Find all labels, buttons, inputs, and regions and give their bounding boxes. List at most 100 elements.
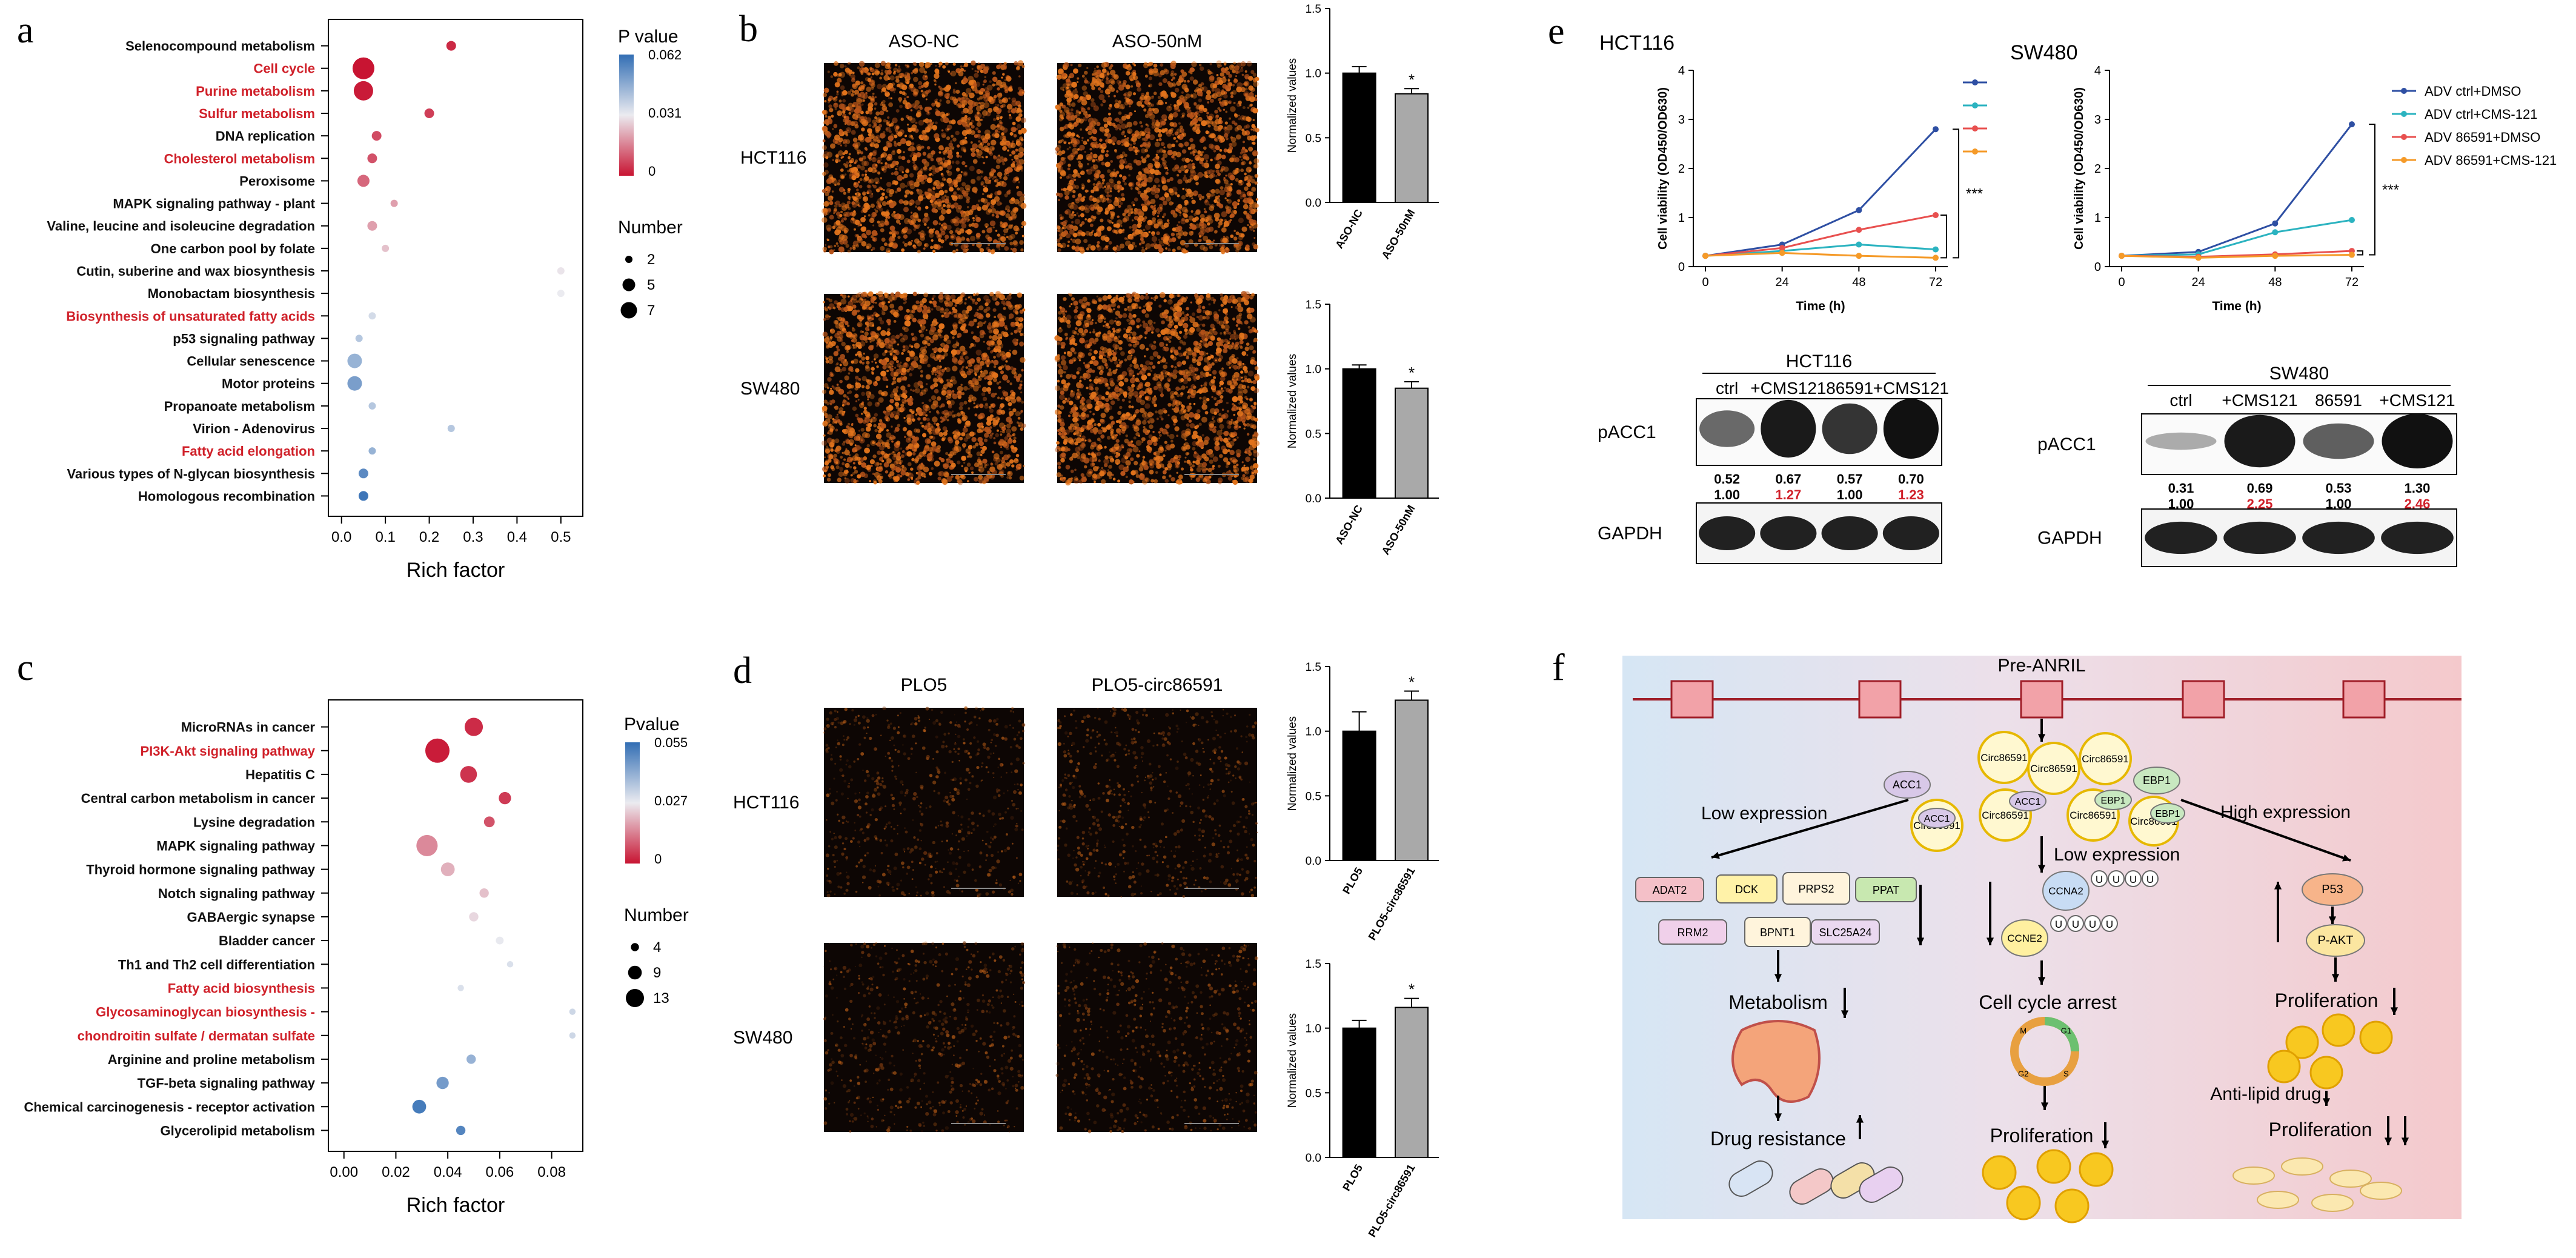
fluorescent-spot	[1023, 465, 1025, 467]
fluorescent-spot	[1159, 197, 1162, 201]
fluorescent-spot	[1084, 79, 1088, 84]
fluorescent-spot	[1124, 135, 1126, 138]
fluorescent-spot	[932, 220, 938, 225]
fluorescent-spot	[857, 225, 860, 227]
fluorescent-spot	[888, 237, 894, 242]
fluorescent-spot	[865, 110, 869, 115]
fluorescent-spot	[898, 83, 905, 90]
fluorescent-spot	[931, 395, 937, 401]
fluorescent-spot	[998, 120, 1002, 124]
fluorescent-spot	[894, 170, 899, 176]
fluorescent-spot	[1193, 122, 1197, 126]
fluorescent-spot	[1020, 138, 1024, 142]
fluorescent-spot	[940, 420, 943, 423]
fluorescent-spot	[1072, 233, 1078, 238]
fluorescent-spot	[1147, 110, 1154, 116]
fluorescent-spot	[904, 194, 908, 198]
fluorescent-spot	[937, 113, 940, 116]
fluorescent-spot	[1183, 231, 1188, 236]
fluorescent-spot	[975, 116, 980, 122]
fluorescent-spot	[1000, 116, 1003, 119]
fluorescent-spot	[997, 190, 1001, 195]
fluorescent-spot	[964, 356, 969, 360]
fluorescent-spot	[1064, 190, 1070, 196]
fluorescent-spot	[1096, 188, 1100, 192]
fluorescent-spot	[1158, 138, 1162, 142]
fluorescent-spot	[897, 141, 902, 147]
fluorescent-spot	[906, 74, 911, 79]
fluorescent-spot	[1151, 125, 1155, 129]
fluorescent-spot	[834, 61, 838, 66]
fluorescent-spot	[1152, 217, 1157, 222]
legend-title: P value	[618, 27, 679, 47]
fluorescent-spot	[1198, 124, 1200, 127]
fluorescent-spot	[837, 245, 840, 247]
fluorescent-spot	[889, 304, 895, 309]
fluorescent-spot	[946, 112, 951, 116]
fluorescent-spot	[833, 102, 838, 108]
fluorescent-spot	[980, 63, 986, 69]
fluorescent-spot	[917, 250, 921, 254]
fluorescent-spot	[875, 188, 878, 191]
fluorescent-spot	[1066, 148, 1069, 151]
fluorescent-spot	[1171, 155, 1175, 159]
fluorescent-spot	[989, 151, 994, 156]
fluorescent-spot	[1153, 107, 1160, 114]
fluorescent-spot	[882, 168, 887, 173]
fluorescent-spot	[977, 97, 980, 101]
fluorescent-spot	[961, 119, 964, 122]
fluorescent-spot	[1018, 386, 1022, 390]
fluorescent-spot	[919, 169, 923, 173]
fluorescent-spot	[1056, 192, 1060, 196]
fluorescent-spot	[878, 119, 882, 122]
fluorescent-spot	[1084, 150, 1086, 153]
fluorescent-spot	[972, 143, 978, 150]
fluorescent-spot	[912, 212, 918, 218]
fluorescent-spot	[1001, 390, 1006, 394]
fluorescent-spot	[856, 188, 859, 191]
fluorescent-spot	[897, 187, 901, 192]
fluorescent-spot	[1085, 110, 1087, 113]
fluorescent-spot	[1182, 176, 1187, 182]
fluorescent-spot	[1078, 206, 1082, 210]
fluorescent-spot	[943, 352, 948, 357]
fluorescent-spot	[834, 202, 837, 204]
fluorescent-spot	[1223, 148, 1228, 153]
fluorescent-spot	[872, 224, 875, 227]
fluorescent-spot	[1232, 169, 1238, 175]
fluorescent-spot	[892, 378, 895, 381]
fluorescent-spot	[1087, 218, 1092, 223]
fluorescent-spot	[937, 234, 941, 238]
fluorescent-spot	[903, 242, 908, 247]
fluorescent-spot	[892, 340, 897, 344]
fluorescent-spot	[931, 373, 934, 375]
fluorescent-spot	[1074, 218, 1081, 225]
fluorescent-spot	[1166, 179, 1170, 182]
fluorescent-spot	[1173, 136, 1177, 140]
fluorescent-spot	[986, 204, 989, 207]
fluorescent-spot	[920, 370, 923, 373]
row-label: SW480	[740, 379, 800, 399]
fluorescent-spot	[1009, 350, 1011, 352]
fluorescent-spot	[823, 201, 829, 207]
fluorescent-spot	[1010, 233, 1015, 239]
fluorescent-spot	[1166, 131, 1172, 137]
fluorescent-spot	[900, 385, 906, 391]
fluorescent-spot	[857, 181, 860, 184]
fluorescent-spot	[897, 70, 900, 73]
fluorescent-spot	[1114, 99, 1118, 103]
fluorescent-spot	[1216, 74, 1219, 76]
fluorescent-spot	[922, 218, 928, 224]
fluorescent-spot	[850, 474, 853, 477]
fluorescent-spot	[833, 72, 838, 77]
fluorescent-spot	[822, 93, 828, 98]
size-legend-label: 2	[647, 251, 655, 268]
fluorescent-spot	[934, 373, 937, 376]
fluorescent-spot	[915, 199, 921, 205]
fluorescent-spot	[1179, 125, 1183, 129]
x-tick-label: 0.0	[331, 529, 351, 545]
fluorescent-spot	[1103, 247, 1106, 251]
fluorescent-spot	[1081, 184, 1086, 188]
fluorescent-spot	[1199, 198, 1202, 201]
fluorescent-spot	[887, 216, 891, 219]
